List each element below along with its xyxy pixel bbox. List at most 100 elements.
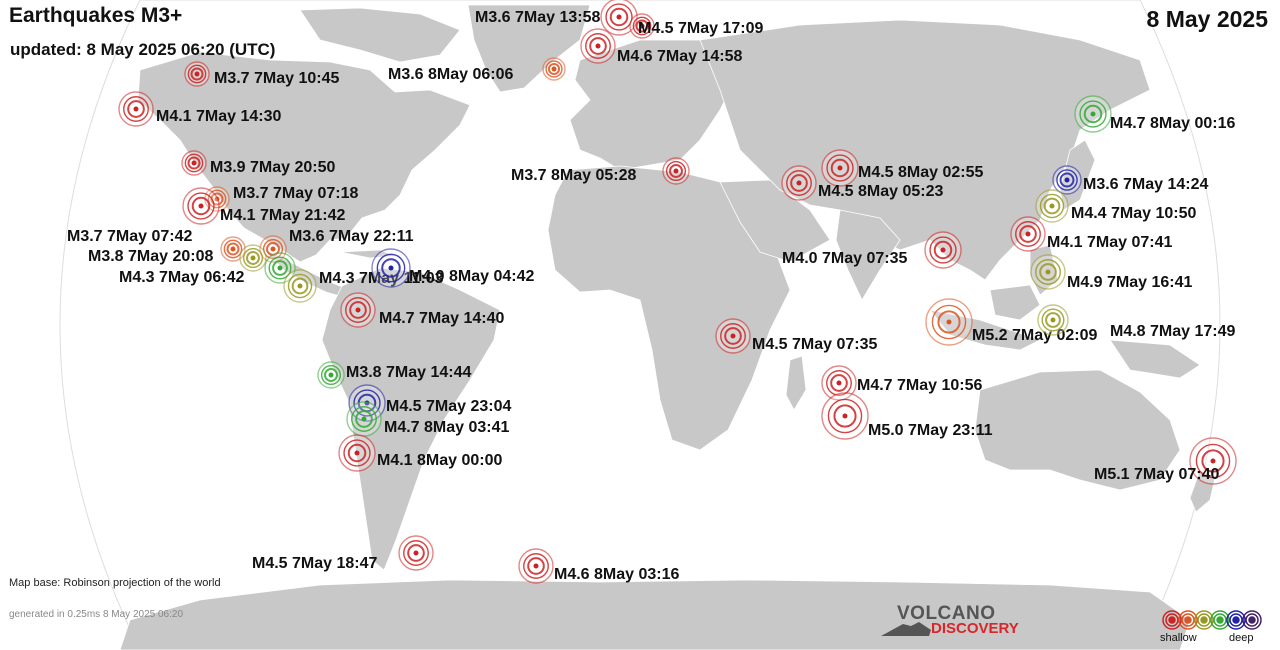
quake-marker[interactable]: M4.5 7May 18:47: [252, 535, 434, 572]
quake-marker[interactable]: M4.8 7May 17:49: [1037, 304, 1236, 340]
quake-epicenter: [250, 255, 256, 261]
quake-ring: [272, 260, 288, 276]
quake-marker[interactable]: M4.1 7May 14:30: [118, 91, 282, 127]
quake-marker[interactable]: M4.7 8May 00:16: [1074, 95, 1236, 133]
quake-marker[interactable]: M4.7 8May 03:41: [346, 401, 510, 437]
quake-marker[interactable]: M4.0 7May 07:35: [782, 231, 962, 269]
legend-ring: [1181, 613, 1195, 627]
quake-ring: [790, 174, 808, 192]
quake-label: M4.1 8May 00:00: [377, 452, 503, 469]
quake-label: M4.1 7May 07:41: [1047, 234, 1173, 251]
quake-marker[interactable]: M4.4 7May 10:50: [1035, 189, 1197, 223]
quake-marker[interactable]: M3.7 7May 10:45: [184, 61, 340, 87]
quake-label: M4.8 7May 17:49: [1110, 323, 1236, 340]
quake-marker[interactable]: M4.5 7May 17:09: [629, 13, 764, 39]
quake-ring: [353, 389, 381, 417]
quake-marker[interactable]: M4.1 8May 00:00: [338, 434, 503, 472]
legend-ring: [1213, 613, 1227, 627]
quake-epicenter: [1045, 269, 1051, 275]
quake-marker[interactable]: M4.7 7May 10:56: [821, 365, 983, 401]
quake-marker[interactable]: M4.1 7May 07:41: [1010, 216, 1173, 252]
quake-marker[interactable]: M4.6 7May 14:58: [580, 28, 743, 65]
quake-epicenter: [946, 319, 952, 325]
quake-ring: [223, 239, 243, 259]
india-landmass: [835, 209, 901, 301]
quake-marker[interactable]: M3.6 8May 06:06: [388, 57, 566, 83]
quake-ring: [123, 96, 149, 122]
quake-marker[interactable]: M3.7 8May 05:28: [511, 157, 690, 185]
quake-ring: [1059, 172, 1075, 188]
quake-marker[interactable]: M4.7 7May 14:40: [340, 292, 505, 328]
quake-label: M3.7 8May 05:28: [511, 167, 637, 184]
quake-epicenter: [198, 203, 204, 209]
quake-label: M3.7 7May 10:45: [214, 70, 340, 87]
quake-marker[interactable]: M3.7 7May 07:42: [67, 228, 246, 262]
map-base-note: Map base: Robinson projection of the wor…: [9, 577, 221, 589]
quake-ring: [786, 170, 812, 196]
quake-marker[interactable]: M4.0 8May 04:42: [371, 248, 535, 288]
quake-epicenter: [551, 66, 557, 72]
quake-marker[interactable]: M3.8 7May 14:44: [317, 361, 472, 389]
quake-epicenter: [194, 71, 200, 77]
volcano-discovery-logo[interactable]: VOLCANO DISCOVERY: [881, 603, 1036, 640]
updated-timestamp: updated: 8 May 2025 06:20 (UTC): [10, 40, 276, 59]
current-date: 8 May 2025: [1146, 6, 1268, 32]
quake-ring: [1195, 443, 1231, 479]
quake-ring: [1201, 449, 1225, 473]
quake-ring: [190, 67, 204, 81]
quake-marker[interactable]: M4.1 7May 21:42: [182, 187, 346, 225]
quake-label: M4.9 7May 16:41: [1067, 274, 1193, 291]
borneo-landmass: [989, 284, 1041, 321]
quake-epicenter: [297, 283, 303, 289]
greenland-landmass: [467, 4, 591, 93]
quake-ring: [830, 158, 850, 178]
legend-shallow-label: shallow: [1160, 632, 1197, 644]
quake-ring: [287, 273, 313, 299]
legend-ring: [1184, 616, 1192, 624]
quake-epicenter: [1090, 111, 1096, 117]
volcano-logo-icon: [881, 622, 931, 636]
quake-marker[interactable]: M3.6 7May 13:58: [475, 0, 638, 36]
quake-epicenter: [533, 563, 539, 569]
quake-marker[interactable]: M4.6 8May 03:16: [518, 548, 680, 584]
quake-marker[interactable]: M5.2 7May 02:09: [925, 298, 1098, 346]
quake-marker[interactable]: M3.9 7May 20:50: [181, 150, 336, 176]
quake-ring: [527, 557, 545, 575]
quake-label: M5.1 7May 07:40: [1094, 466, 1220, 483]
quake-marker[interactable]: M5.0 7May 23:11: [821, 392, 993, 440]
quake-epicenter: [1025, 231, 1031, 237]
quake-marker[interactable]: M4.5 8May 05:23: [781, 165, 944, 201]
quake-label: M3.9 7May 20:50: [210, 159, 336, 176]
new-guinea-landmass: [1109, 339, 1201, 379]
quake-marker[interactable]: M3.8 7May 20:08: [88, 244, 267, 272]
quake-epicenter: [277, 265, 283, 271]
quake-marker[interactable]: M3.6 7May 22:11: [259, 228, 414, 263]
logo-text-volcano: VOLCANO: [897, 603, 996, 624]
quake-ring: [632, 16, 652, 36]
quake-ring: [127, 100, 145, 118]
quake-marker[interactable]: M4.9 7May 16:41: [1030, 254, 1193, 291]
quake-epicenter: [133, 106, 139, 112]
quake-label: M4.5 8May 05:23: [818, 183, 944, 200]
quake-ring: [547, 62, 561, 76]
quake-epicenter: [191, 160, 197, 166]
legend-ring: [1248, 616, 1256, 624]
quake-marker[interactable]: M4.5 8May 02:55: [821, 149, 984, 187]
quake-ring: [246, 251, 260, 265]
quake-label: M4.7 7May 14:40: [379, 310, 505, 327]
quake-marker[interactable]: M3.6 7May 14:24: [1052, 165, 1209, 195]
quake-label: M4.3 7May 06:42: [119, 269, 245, 286]
quake-epicenter: [836, 380, 842, 386]
quake-ring: [724, 327, 742, 345]
quake-epicenter: [230, 246, 236, 252]
quake-epicenter: [940, 247, 946, 253]
quake-marker[interactable]: M4.5 7May 07:35: [715, 318, 878, 354]
quake-label: M4.0 8May 04:42: [409, 268, 535, 285]
quake-marker[interactable]: M5.1 7May 07:40: [1094, 437, 1237, 485]
philippines-landmass: [1029, 244, 1059, 296]
legend-ring: [1165, 613, 1179, 627]
quake-marker[interactable]: M4.5 7May 23:04: [348, 384, 512, 422]
quake-epicenter: [270, 246, 276, 252]
quake-ring: [191, 196, 211, 216]
